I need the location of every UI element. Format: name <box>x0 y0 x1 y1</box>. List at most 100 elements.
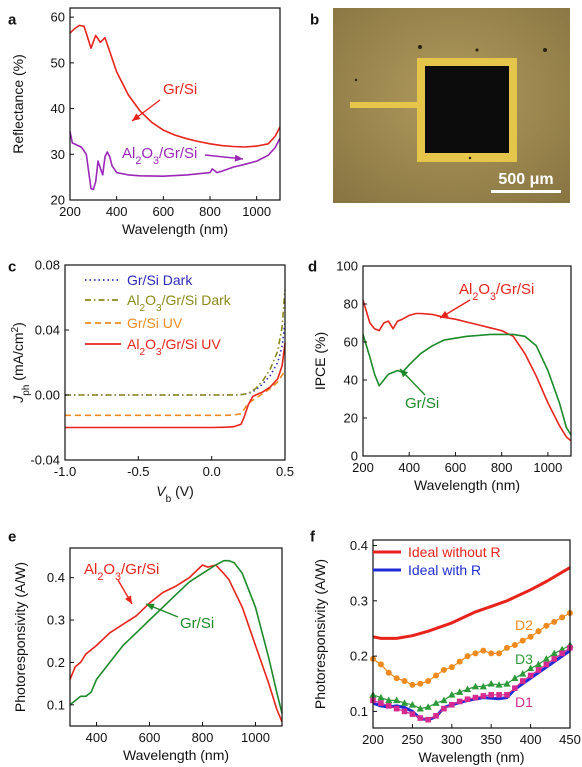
plot-frame <box>64 264 286 461</box>
y-tick-label: 0.1 <box>350 704 368 719</box>
speck <box>354 78 358 82</box>
data-point <box>472 650 479 657</box>
plot-frame <box>372 539 571 729</box>
y-tick-label: 0.04 <box>35 323 60 338</box>
data-point <box>487 679 495 687</box>
series-line <box>69 559 283 714</box>
data-point <box>511 642 518 649</box>
data-point <box>424 703 432 710</box>
data-point <box>401 708 408 715</box>
data-point <box>472 694 479 701</box>
x-axis-label: Vb (V) <box>156 483 194 505</box>
data-point <box>393 675 400 682</box>
x-tick-label: 0.0 <box>203 464 221 479</box>
graphene-window <box>425 66 509 153</box>
y-tick-label: 0.3 <box>350 593 368 608</box>
data-point <box>496 692 502 698</box>
data-point <box>504 692 510 698</box>
data-point <box>433 713 439 719</box>
data-point <box>456 698 463 705</box>
x-tick-label: 600 <box>445 460 467 475</box>
data-point <box>377 661 384 668</box>
legend-label: Al2O3/Gr/Si Dark <box>127 292 232 314</box>
x-tick-label: 1000 <box>242 204 271 219</box>
x-axis-label: Wavelength (nm) <box>418 749 524 765</box>
y-tick-label: 0.4 <box>350 538 368 553</box>
speck <box>468 156 472 160</box>
panel-c: c -1.0 -0.5 0.0 0.5 -0.04 0.00 0.04 0.08 Vb (V) Jp… <box>8 258 294 505</box>
series-line <box>362 333 572 436</box>
data-point <box>409 711 416 717</box>
series-line <box>65 321 286 396</box>
x-tick-label: 400 <box>86 730 108 745</box>
panel-letter: d <box>308 258 317 275</box>
x-tick-label: 0.5 <box>276 464 294 479</box>
data-point <box>401 678 408 684</box>
panel-d: d 200 400 600 800 1000 0 20 40 60 80 100 Wavelength … <box>308 258 572 493</box>
data-point <box>519 637 526 644</box>
data-point <box>425 678 432 684</box>
data-point <box>519 678 526 684</box>
data-point <box>519 670 527 677</box>
data-point <box>416 704 424 712</box>
arrow-head <box>124 595 132 604</box>
panel-letter: a <box>8 11 17 28</box>
y-tick-label: 30 <box>51 147 65 162</box>
x-tick-label: 350 <box>480 732 502 747</box>
x-tick-label: 800 <box>199 204 221 219</box>
panel-letter: c <box>8 258 16 275</box>
y-axis-label: Reflectance (%) <box>10 54 26 154</box>
x-tick-label: -1.0 <box>54 464 76 479</box>
data-point <box>559 650 565 657</box>
data-point <box>441 705 447 712</box>
series-line <box>69 24 281 148</box>
legend-label: Ideal with R <box>408 562 481 578</box>
y-tick-label: 0.08 <box>35 258 60 273</box>
data-point <box>550 649 558 657</box>
annotation-al2o3-gr-si: Al2O3/Gr/Si <box>459 281 534 303</box>
speck <box>475 48 479 52</box>
data-point <box>488 692 494 698</box>
annotation-d2: D2 <box>515 617 533 633</box>
y-tick-label: 60 <box>51 10 65 25</box>
y-tick-label: 50 <box>51 55 65 70</box>
data-point <box>559 614 566 621</box>
x-tick-label: 250 <box>402 732 424 747</box>
speck <box>418 45 422 49</box>
x-tick-label: 800 <box>192 730 214 745</box>
data-point <box>480 647 487 654</box>
y-tick-label: 100 <box>336 259 358 274</box>
scale-bar <box>491 190 561 193</box>
y-axis-label: Photoresponsivity (A/W) <box>12 562 28 712</box>
x-tick-label: 600 <box>152 204 174 219</box>
data-point <box>400 699 409 706</box>
data-point <box>479 682 487 690</box>
data-point <box>496 650 503 657</box>
annotation-d1: D1 <box>515 694 533 710</box>
data-point <box>551 656 558 662</box>
panel-f: f 200 250 300 350 400 450 0.1 0.2 0.3 0.4 Wavelengt… <box>310 528 581 765</box>
y-axis-label: Jph (mA/cm2) <box>10 322 32 404</box>
data-point <box>463 685 472 693</box>
y-tick-label: 0.1 <box>47 697 65 712</box>
y-tick-label: 0.2 <box>350 649 368 664</box>
data-point <box>377 693 385 701</box>
plot-frame <box>69 547 283 727</box>
arrow-head <box>440 310 449 318</box>
data-point <box>503 644 510 651</box>
speck <box>543 48 547 52</box>
y-tick-label: 0.00 <box>35 388 60 403</box>
series-line <box>372 566 571 640</box>
legend-label: Al2O3/Gr/Si UV <box>127 336 221 358</box>
x-tick-label: 1000 <box>533 460 562 475</box>
legend-label: Ideal without R <box>408 544 501 560</box>
data-point <box>378 700 384 706</box>
x-tick-label: 1000 <box>241 730 270 745</box>
data-point <box>385 696 393 704</box>
y-tick-label: 40 <box>344 373 358 388</box>
x-axis-label: Wavelength (nm) <box>122 221 228 237</box>
data-point <box>432 699 440 706</box>
data-point <box>425 716 431 723</box>
data-point <box>393 705 400 712</box>
